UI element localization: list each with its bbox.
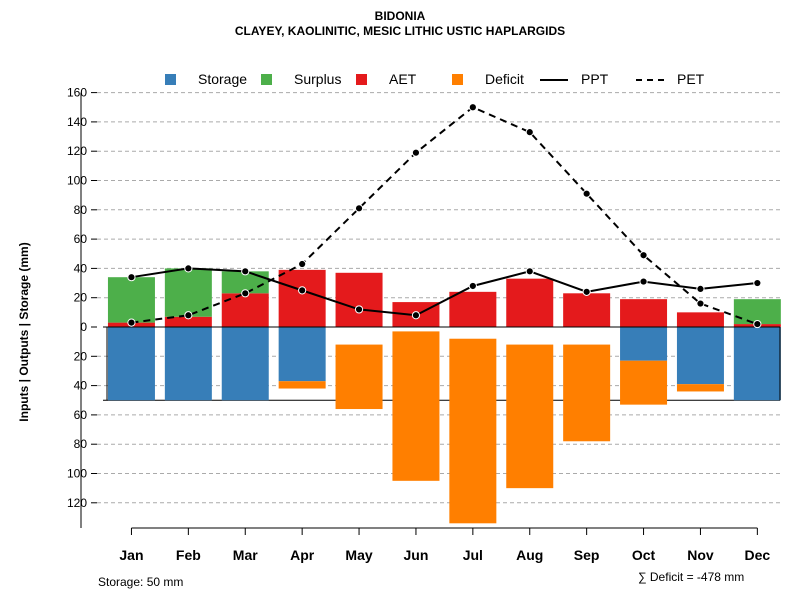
- legend-label-surplus: Surplus: [294, 71, 342, 87]
- legend-label-aet: AET: [389, 71, 417, 87]
- point-pet-may: [354, 204, 364, 213]
- legend-swatch-storage: [165, 74, 176, 85]
- point-ppt-feb: [184, 264, 193, 273]
- point-ppt-may: [354, 305, 364, 314]
- bar-deficit-jul: [449, 338, 497, 524]
- legend-label-deficit: Deficit: [485, 71, 524, 87]
- point-pet-apr: [298, 259, 307, 269]
- point-pet-aug: [525, 128, 534, 137]
- point-ppt-sep: [582, 287, 591, 296]
- x-tick-label: Aug: [516, 547, 543, 563]
- point-ppt-jan: [127, 273, 136, 282]
- bar-deficit-may: [335, 344, 383, 410]
- y-tick-label: 40: [74, 379, 88, 393]
- bar-surplus-jan: [107, 277, 155, 323]
- point-ppt-oct: [639, 277, 648, 286]
- bar-aet-oct: [620, 299, 668, 327]
- y-tick-label: 60: [74, 232, 88, 246]
- bar-storage-oct: [620, 327, 668, 361]
- point-pet-oct: [639, 251, 648, 260]
- bar-storage-apr: [278, 327, 326, 382]
- x-tick-label: Mar: [233, 547, 258, 563]
- bar-aet-nov: [676, 312, 724, 327]
- legend-label-storage: Storage: [198, 71, 248, 87]
- bar-storage-nov: [676, 327, 724, 385]
- point-pet-feb: [184, 311, 193, 320]
- y-axis-label: Inputs | Outputs | Storage (mm): [17, 242, 31, 421]
- bar-aet-may: [335, 272, 383, 327]
- point-ppt-jun: [411, 311, 421, 320]
- deficit-sum-note: ∑ Deficit = -478 mm: [638, 570, 745, 584]
- legend-swatch-deficit: [452, 74, 463, 85]
- point-pet-jun: [411, 148, 421, 157]
- chart-subtitle: CLAYEY, KAOLINITIC, MESIC LITHIC USTIC H…: [234, 24, 566, 38]
- point-ppt-aug: [525, 267, 534, 276]
- y-tick-label: 40: [74, 261, 88, 275]
- point-pet-jan: [127, 318, 136, 327]
- bar-surplus-dec: [733, 299, 781, 325]
- bar-storage-mar: [221, 327, 269, 401]
- bar-deficit-nov: [676, 384, 724, 392]
- point-pet-jul: [468, 103, 477, 112]
- y-tick-label: 100: [67, 467, 87, 481]
- bar-aet-sep: [563, 293, 611, 327]
- bar-deficit-jun: [392, 331, 440, 481]
- legend-swatch-surplus: [261, 74, 272, 85]
- legend-label-ppt: PPT: [581, 71, 609, 87]
- y-tick-label: 20: [74, 291, 88, 305]
- bar-aet-feb: [164, 316, 212, 327]
- bar-aet-jul: [449, 291, 497, 327]
- x-tick-label: Sep: [574, 547, 600, 563]
- y-tick-label: 120: [67, 496, 87, 510]
- x-tick-label: Dec: [745, 547, 771, 563]
- x-tick-label: Jun: [404, 547, 429, 563]
- bar-aet-mar: [221, 293, 269, 327]
- x-tick-label: Oct: [632, 547, 656, 563]
- legend-label-pet: PET: [677, 71, 705, 87]
- legend-line-pet: [636, 79, 664, 81]
- x-tick-label: Feb: [176, 547, 201, 563]
- bar-storage-jan: [107, 327, 155, 401]
- legend-swatch-aet: [356, 74, 367, 85]
- y-tick-label: 20: [74, 349, 88, 363]
- legend-line-ppt: [540, 79, 568, 81]
- y-tick-label: 100: [67, 174, 87, 188]
- point-pet-nov: [696, 299, 705, 308]
- y-tick-label: 140: [67, 115, 87, 129]
- bar-deficit-sep: [563, 344, 611, 442]
- point-pet-sep: [582, 189, 591, 198]
- chart-title: BIDONIA: [374, 9, 426, 23]
- series-line-ppt: [131, 267, 758, 317]
- bar-aet-apr: [278, 269, 326, 327]
- bar-deficit-apr: [278, 381, 326, 389]
- y-tick-label: 80: [74, 203, 88, 217]
- point-ppt-nov: [696, 284, 705, 294]
- bar-surplus-mar: [221, 271, 269, 294]
- bar-aet-aug: [506, 278, 554, 327]
- y-tick-label: 160: [67, 86, 87, 100]
- x-tick-label: May: [345, 547, 372, 563]
- x-tick-label: Jul: [463, 547, 483, 563]
- x-tick-label: Nov: [687, 547, 714, 563]
- series-line-pet: [131, 106, 758, 326]
- bar-storage-dec: [733, 327, 781, 401]
- y-tick-label: 60: [74, 408, 88, 422]
- point-ppt-apr: [298, 286, 307, 295]
- point-ppt-dec: [753, 278, 762, 288]
- storage-capacity-note: Storage: 50 mm: [98, 575, 184, 589]
- y-tick-label: 120: [67, 144, 87, 158]
- x-tick-label: Apr: [290, 547, 315, 563]
- point-ppt-mar: [241, 267, 250, 276]
- point-pet-mar: [241, 289, 250, 298]
- bar-storage-feb: [164, 327, 212, 401]
- bar-deficit-aug: [506, 344, 554, 489]
- legend: Storage Surplus AET Deficit PPT PET: [0, 70, 800, 90]
- point-ppt-jul: [468, 281, 477, 291]
- x-tick-label: Jan: [119, 547, 143, 563]
- y-tick-label: 80: [74, 437, 88, 451]
- y-tick-label: 0: [80, 320, 87, 334]
- point-pet-dec: [753, 319, 762, 329]
- bar-deficit-oct: [620, 360, 668, 405]
